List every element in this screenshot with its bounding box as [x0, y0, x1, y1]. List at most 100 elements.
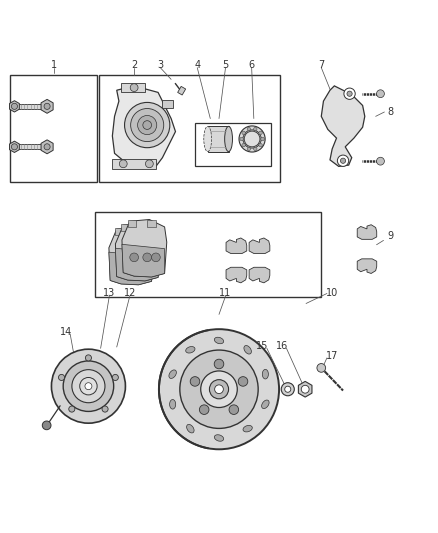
Polygon shape — [357, 225, 377, 239]
Polygon shape — [122, 220, 167, 277]
Ellipse shape — [204, 126, 212, 151]
Bar — [134, 228, 143, 235]
Circle shape — [337, 155, 349, 166]
Circle shape — [254, 127, 257, 131]
Ellipse shape — [169, 370, 177, 378]
Circle shape — [138, 261, 147, 270]
Polygon shape — [298, 382, 312, 397]
Circle shape — [215, 385, 223, 393]
Circle shape — [344, 88, 355, 99]
Ellipse shape — [225, 126, 233, 151]
Circle shape — [243, 130, 261, 148]
Circle shape — [247, 147, 251, 151]
Circle shape — [136, 257, 145, 265]
Circle shape — [102, 406, 108, 412]
Circle shape — [199, 405, 209, 415]
Ellipse shape — [214, 337, 224, 344]
Circle shape — [130, 261, 138, 270]
Circle shape — [145, 160, 153, 168]
Text: 9: 9 — [388, 231, 394, 241]
Text: 4: 4 — [194, 60, 200, 70]
Text: 5: 5 — [223, 60, 229, 70]
Polygon shape — [109, 252, 152, 285]
Text: 10: 10 — [326, 288, 338, 297]
Text: 12: 12 — [124, 288, 136, 297]
Ellipse shape — [243, 425, 252, 432]
Bar — [178, 86, 186, 95]
Circle shape — [238, 377, 248, 386]
Polygon shape — [357, 259, 377, 273]
Text: 14: 14 — [60, 327, 72, 337]
Text: 2: 2 — [131, 60, 137, 70]
Text: 17: 17 — [326, 351, 338, 361]
Bar — [127, 220, 136, 227]
Polygon shape — [109, 228, 154, 285]
Bar — [141, 224, 149, 231]
Circle shape — [124, 102, 170, 148]
Circle shape — [285, 386, 291, 392]
Polygon shape — [10, 101, 19, 112]
Ellipse shape — [187, 424, 194, 433]
Circle shape — [239, 126, 265, 152]
Circle shape — [63, 361, 114, 411]
Bar — [14, 104, 47, 109]
Bar — [113, 159, 156, 168]
Circle shape — [130, 84, 138, 92]
Circle shape — [138, 116, 157, 135]
Text: 11: 11 — [219, 288, 232, 297]
Circle shape — [159, 329, 279, 449]
Circle shape — [254, 147, 257, 151]
Circle shape — [229, 405, 239, 415]
Text: 1: 1 — [50, 60, 57, 70]
Circle shape — [259, 131, 262, 134]
Circle shape — [261, 137, 264, 141]
Circle shape — [180, 350, 258, 429]
Circle shape — [317, 364, 325, 372]
Ellipse shape — [170, 400, 176, 409]
Polygon shape — [41, 99, 53, 114]
Ellipse shape — [262, 369, 268, 379]
Circle shape — [377, 90, 385, 98]
Circle shape — [131, 109, 164, 142]
Bar — [99, 75, 280, 182]
Polygon shape — [249, 238, 270, 254]
Circle shape — [119, 160, 127, 168]
Polygon shape — [41, 140, 53, 154]
Circle shape — [145, 257, 154, 265]
Circle shape — [190, 377, 200, 386]
Polygon shape — [116, 223, 160, 281]
Ellipse shape — [214, 435, 224, 441]
Circle shape — [247, 127, 251, 131]
Circle shape — [42, 421, 51, 430]
Bar — [95, 212, 321, 297]
Circle shape — [143, 120, 152, 130]
Circle shape — [240, 137, 244, 141]
Text: 16: 16 — [276, 341, 288, 351]
Polygon shape — [226, 267, 247, 283]
Ellipse shape — [261, 400, 269, 409]
Text: 3: 3 — [157, 60, 163, 70]
Circle shape — [242, 131, 245, 134]
Text: 8: 8 — [388, 107, 394, 117]
Bar — [14, 144, 47, 149]
Polygon shape — [321, 86, 365, 166]
Circle shape — [59, 374, 64, 381]
Text: 7: 7 — [318, 60, 325, 70]
Circle shape — [117, 261, 125, 270]
Circle shape — [259, 143, 262, 147]
Circle shape — [80, 377, 97, 395]
Circle shape — [72, 370, 105, 403]
Bar — [10, 75, 97, 182]
Bar — [195, 123, 271, 166]
Circle shape — [44, 144, 50, 150]
Bar — [121, 224, 130, 231]
Bar — [115, 228, 123, 235]
Polygon shape — [226, 238, 247, 254]
Circle shape — [44, 103, 50, 109]
Circle shape — [347, 91, 352, 96]
Circle shape — [85, 355, 92, 361]
Bar — [208, 126, 229, 151]
Bar — [147, 220, 156, 227]
Polygon shape — [116, 248, 158, 281]
Circle shape — [11, 103, 18, 109]
